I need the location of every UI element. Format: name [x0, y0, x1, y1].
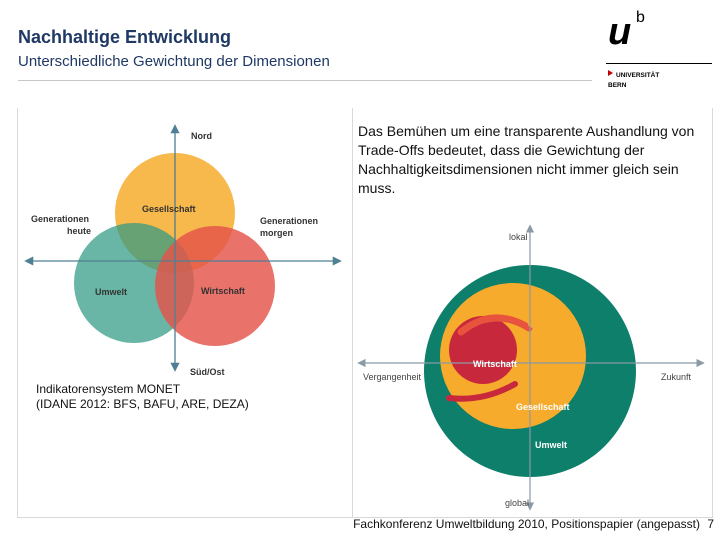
- header-divider: [18, 80, 592, 81]
- frame-middle: [352, 108, 353, 518]
- nested-diagram: lokal global Vergangenheit Zukunft Wirts…: [357, 224, 705, 511]
- circle-wirtschaft-inner: [449, 316, 517, 384]
- axis-global: global: [505, 498, 529, 508]
- axis-lokal: lokal: [509, 232, 528, 242]
- page-number: 7: [707, 517, 714, 531]
- logo-mark: u: [608, 11, 631, 53]
- label-gesellschaft-middle: Gesellschaft: [516, 402, 570, 412]
- axis-generationen-morgen-2: morgen: [260, 228, 293, 238]
- label-umwelt-outer: Umwelt: [535, 440, 567, 450]
- logo-superscript: b: [636, 9, 645, 26]
- left-caption-line1: Indikatorensystem MONET: [36, 382, 181, 396]
- description-text: Das Bemühen um eine transparente Aushand…: [358, 123, 695, 196]
- axis-zukunft: Zukunft: [661, 372, 692, 382]
- axis-generationen-morgen-1: Generationen: [260, 216, 318, 226]
- arrow-gesellschaft: [528, 321, 558, 377]
- frame-bottom: [17, 517, 713, 518]
- footer: Fachkonferenz Umweltbildung 2010, Positi…: [350, 517, 714, 531]
- footer-source: Fachkonferenz Umweltbildung 2010, Positi…: [353, 517, 700, 531]
- label-gesellschaft: Gesellschaft: [142, 204, 196, 214]
- axis-nord: Nord: [191, 131, 212, 141]
- logo-line2: BERN: [608, 82, 627, 89]
- label-umwelt: Umwelt: [95, 287, 127, 297]
- axis-sued-ost: Süd/Ost: [190, 367, 225, 377]
- page-subtitle: Unterschiedliche Gewichtung der Dimensio…: [18, 53, 330, 70]
- axis-vergangenheit: Vergangenheit: [363, 372, 422, 382]
- axis-generationen-heute-2: heute: [67, 226, 91, 236]
- university-logo: u b UNIVERSITÄT BERN: [606, 9, 712, 89]
- arrow-wirtschaft-upper: [457, 314, 533, 336]
- left-caption-line2: (IDANE 2012: BFS, BAFU, ARE, DEZA): [36, 397, 249, 411]
- logo-line1: UNIVERSITÄT: [616, 71, 659, 79]
- page-title: Nachhaltige Entwicklung: [18, 27, 232, 47]
- arrow-wirtschaft-lower: [446, 381, 518, 402]
- label-wirtschaft: Wirtschaft: [201, 286, 245, 296]
- logo-rule: [606, 63, 712, 64]
- axis-generationen-heute-1: Generationen: [31, 214, 89, 224]
- left-caption: Indikatorensystem MONET (IDANE 2012: BFS…: [36, 382, 276, 412]
- frame-right: [712, 108, 713, 518]
- logo-arrow-icon: [608, 70, 613, 76]
- frame-left: [17, 108, 18, 518]
- circle-wirtschaft: [155, 226, 275, 346]
- monet-diagram: Nord Süd/Ost Generationen heute Generati…: [24, 124, 342, 377]
- label-wirtschaft-inner: Wirtschaft: [473, 359, 517, 369]
